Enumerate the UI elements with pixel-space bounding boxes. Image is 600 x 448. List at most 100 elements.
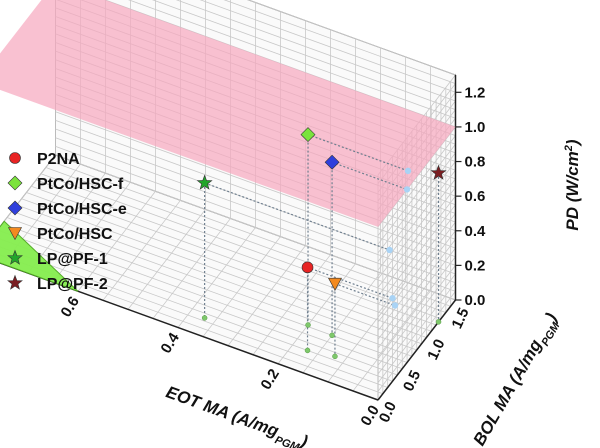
grid-line-floor-y — [40, 173, 442, 320]
grid-line-wall-z — [377, 291, 456, 392]
grid-line-wall-z — [377, 169, 456, 271]
legend-marker-lp-pf-2 — [7, 274, 23, 290]
z-axis-label-main: PD (W/cm — [563, 151, 582, 230]
x-tick-label: 0.4 — [157, 329, 183, 356]
y-axis-label-main: BOL MA (A/mg — [470, 336, 546, 448]
legend-marker-lp-pf-1 — [7, 249, 23, 265]
point-ptco-hsc-f — [300, 127, 316, 143]
grid-line-wall-z — [377, 239, 456, 340]
grid-line-back-z — [223, 0, 456, 85]
x-tick-label: 0.6 — [57, 294, 82, 321]
grid-line-back-z — [55, 154, 456, 301]
z-tick-label: 1.2 — [465, 84, 486, 101]
point-ptco-hsc-e — [324, 154, 340, 170]
z-axis-label: PD (W/cm2) — [563, 139, 582, 230]
wall-line — [331, 161, 408, 190]
grid-line-back-z — [151, 0, 456, 110]
x-axis-label-subscript: PGM — [273, 434, 301, 448]
legend-label: PtCo/HSC — [37, 226, 113, 243]
grid-line-back-z — [247, 0, 456, 76]
grid-line-wall-z — [377, 152, 456, 254]
z-axis-label-end: ) — [563, 139, 582, 147]
grid-line-floor-y — [0, 230, 398, 376]
x-tick-label: 0.2 — [257, 366, 282, 393]
legend-label: LP@PF-2 — [37, 276, 108, 293]
wall-line — [334, 283, 396, 306]
grid-line-wall-z — [377, 143, 456, 245]
target-region — [0, 220, 79, 292]
x-axis-label: EOT MA (A/mgPGM) — [162, 382, 311, 448]
legend-marker-ptco-hsc — [7, 227, 23, 241]
grid-line-back-z — [55, 120, 456, 266]
grid-line-back-z — [55, 111, 456, 258]
data-points — [196, 127, 447, 360]
grid-line-wall-z — [377, 221, 456, 323]
grid-line-wall-z — [377, 247, 456, 349]
floor-projection — [435, 319, 442, 325]
legend: P2NA PtCo/HSC-f PtCo/HSC-e PtCo/HSC LP@PF-1 L… — [7, 151, 127, 293]
wall-projection — [386, 246, 393, 254]
grid-line-floor-y — [6, 217, 408, 363]
floor-projection — [304, 347, 311, 354]
grid-line-wall-z — [377, 187, 456, 288]
grid-line-wall-z — [377, 265, 456, 366]
z-tick-label: 0.4 — [465, 223, 487, 240]
wall-projection — [404, 167, 412, 175]
legend-label: P2NA — [37, 151, 80, 168]
grid-line-floor-y — [31, 185, 432, 332]
y-axis-line — [377, 299, 457, 401]
z-tick-label: 0.6 — [465, 188, 486, 205]
z-tick-label: 0.2 — [465, 257, 486, 274]
grid-line-floor-y — [26, 192, 427, 338]
pd-target-plane — [0, 0, 456, 227]
point-lp-pf-2 — [430, 164, 447, 180]
grid-line-floor-y — [21, 198, 422, 345]
point-p2na — [301, 261, 314, 274]
point-ptco-hsc — [327, 277, 343, 291]
grid-line-back-z — [55, 137, 456, 284]
z-axis-label-superscript: 2 — [563, 145, 575, 152]
y-axis-label-subscript: PGM — [539, 320, 562, 348]
wall-projection — [389, 294, 396, 302]
legend-label: LP@PF-1 — [37, 251, 108, 268]
legend-marker-ptco-hsc-e — [7, 200, 23, 216]
floor-projection — [201, 315, 208, 321]
y-tick-label: 1.0 — [424, 337, 448, 363]
grid-line-wall-z — [377, 230, 456, 332]
grid-line-back-z — [55, 145, 456, 292]
wall-line — [204, 182, 390, 251]
grid-line-wall-z — [377, 195, 456, 297]
grid-line-floor-y — [35, 179, 437, 326]
grid-line-wall-z — [377, 273, 456, 375]
wall-projection — [391, 302, 399, 309]
grid-line-wall-z — [377, 282, 456, 383]
wall-line — [307, 134, 409, 172]
grid-line-wall-z — [377, 126, 456, 228]
legend-marker-p2na — [9, 152, 21, 164]
grid-line-back-z — [199, 0, 456, 93]
grid-line-wall-z — [377, 256, 456, 357]
grid-line-floor-y — [16, 204, 417, 351]
wall-projection — [403, 186, 411, 193]
grid-line-wall-z — [377, 204, 456, 306]
z-tick-label: 0.8 — [465, 154, 486, 171]
y-axis-label: BOL MA (A/mgPGM) — [470, 309, 566, 448]
z-tick-label: 1.0 — [465, 119, 486, 136]
floor-projection — [332, 353, 338, 360]
grid-line-wall-z — [377, 135, 456, 236]
y-tick-label: 0.0 — [376, 399, 400, 425]
projection-lines — [204, 134, 440, 357]
grid-line-floor-y — [45, 167, 446, 313]
grid-line-back-z — [175, 0, 456, 102]
y-tick-label: 1.5 — [448, 305, 472, 331]
target-triangle — [0, 220, 79, 292]
point-lp-pf-1 — [196, 174, 213, 190]
x-axis-label-main: EOT MA (A/mg — [164, 382, 282, 441]
grid-line-wall-z — [377, 178, 456, 280]
legend-label: PtCo/HSC-e — [37, 201, 127, 218]
wall-line — [307, 266, 393, 299]
grid-line-floor-y — [50, 160, 451, 307]
grid-line-floor-y — [11, 210, 413, 357]
grid-line-floor-y — [0, 246, 388, 388]
